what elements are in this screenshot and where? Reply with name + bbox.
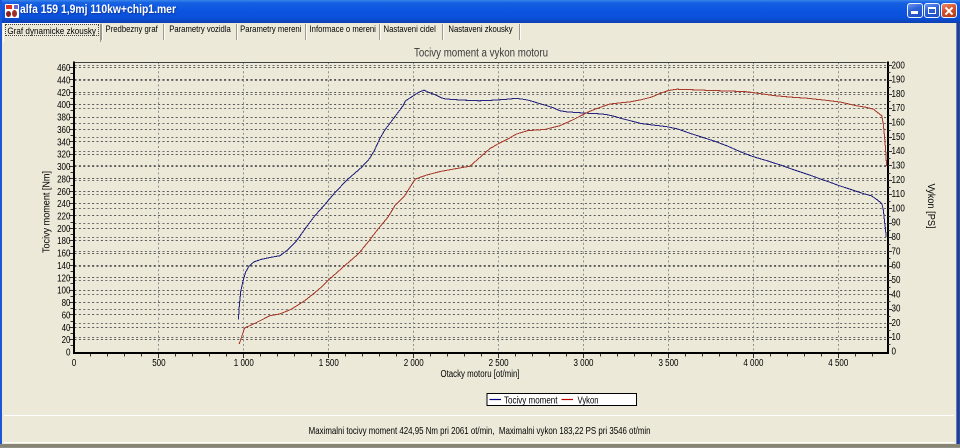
svg-text:140: 140: [892, 146, 906, 157]
svg-text:280: 280: [57, 174, 71, 185]
svg-text:100: 100: [892, 203, 906, 214]
svg-text:40: 40: [892, 289, 901, 300]
svg-text:380: 380: [57, 113, 71, 124]
svg-text:260: 260: [57, 187, 71, 198]
svg-text:60: 60: [62, 310, 71, 321]
svg-text:0: 0: [892, 347, 897, 358]
svg-text:30: 30: [892, 304, 901, 315]
svg-text:0: 0: [72, 358, 77, 369]
svg-text:1 500: 1 500: [319, 358, 339, 369]
svg-text:460: 460: [57, 63, 71, 74]
svg-text:3 000: 3 000: [574, 358, 594, 369]
svg-text:Tocivy moment [Nm]: Tocivy moment [Nm]: [42, 171, 53, 253]
svg-text:300: 300: [57, 162, 71, 173]
svg-text:100: 100: [57, 286, 71, 297]
svg-text:500: 500: [152, 358, 166, 369]
svg-text:1 000: 1 000: [234, 358, 254, 369]
svg-text:110: 110: [892, 189, 906, 200]
svg-text:10: 10: [892, 332, 901, 343]
svg-text:200: 200: [57, 224, 71, 235]
svg-text:120: 120: [892, 175, 906, 186]
svg-text:80: 80: [892, 232, 901, 243]
svg-text:70: 70: [892, 246, 901, 257]
svg-text:Otacky motoru [ot/min]: Otacky motoru [ot/min]: [441, 369, 520, 380]
svg-text:2 500: 2 500: [489, 358, 509, 369]
svg-text:50: 50: [892, 275, 901, 286]
svg-text:340: 340: [57, 137, 71, 148]
svg-text:120: 120: [57, 273, 71, 284]
svg-text:360: 360: [57, 125, 71, 136]
svg-text:190: 190: [892, 75, 906, 86]
svg-text:2 000: 2 000: [404, 358, 424, 369]
svg-text:60: 60: [892, 261, 901, 272]
svg-text:90: 90: [892, 218, 901, 229]
svg-text:0: 0: [66, 348, 71, 359]
svg-text:160: 160: [892, 118, 906, 129]
svg-text:150: 150: [892, 132, 906, 143]
svg-text:200: 200: [892, 60, 906, 71]
svg-text:40: 40: [62, 323, 71, 334]
svg-text:220: 220: [57, 212, 71, 223]
svg-text:180: 180: [57, 236, 71, 247]
svg-text:80: 80: [62, 298, 71, 309]
svg-text:Vykon: Vykon: [578, 396, 599, 407]
svg-text:170: 170: [892, 103, 906, 114]
svg-text:240: 240: [57, 199, 71, 210]
svg-text:Tocivy moment: Tocivy moment: [504, 396, 558, 407]
svg-text:Vykon [PS]: Vykon [PS]: [925, 184, 936, 229]
svg-text:180: 180: [892, 89, 906, 100]
svg-text:320: 320: [57, 150, 71, 161]
svg-text:4 500: 4 500: [828, 358, 848, 369]
svg-text:3 500: 3 500: [659, 358, 679, 369]
svg-text:20: 20: [62, 335, 71, 346]
svg-text:20: 20: [892, 318, 901, 329]
svg-text:140: 140: [57, 261, 71, 272]
svg-text:130: 130: [892, 160, 906, 171]
svg-text:440: 440: [57, 76, 71, 87]
svg-text:4 000: 4 000: [743, 358, 763, 369]
svg-text:420: 420: [57, 88, 71, 99]
svg-text:Tocivy moment a vykon motoru: Tocivy moment a vykon motoru: [414, 48, 548, 60]
svg-text:160: 160: [57, 249, 71, 260]
svg-text:400: 400: [57, 100, 71, 111]
